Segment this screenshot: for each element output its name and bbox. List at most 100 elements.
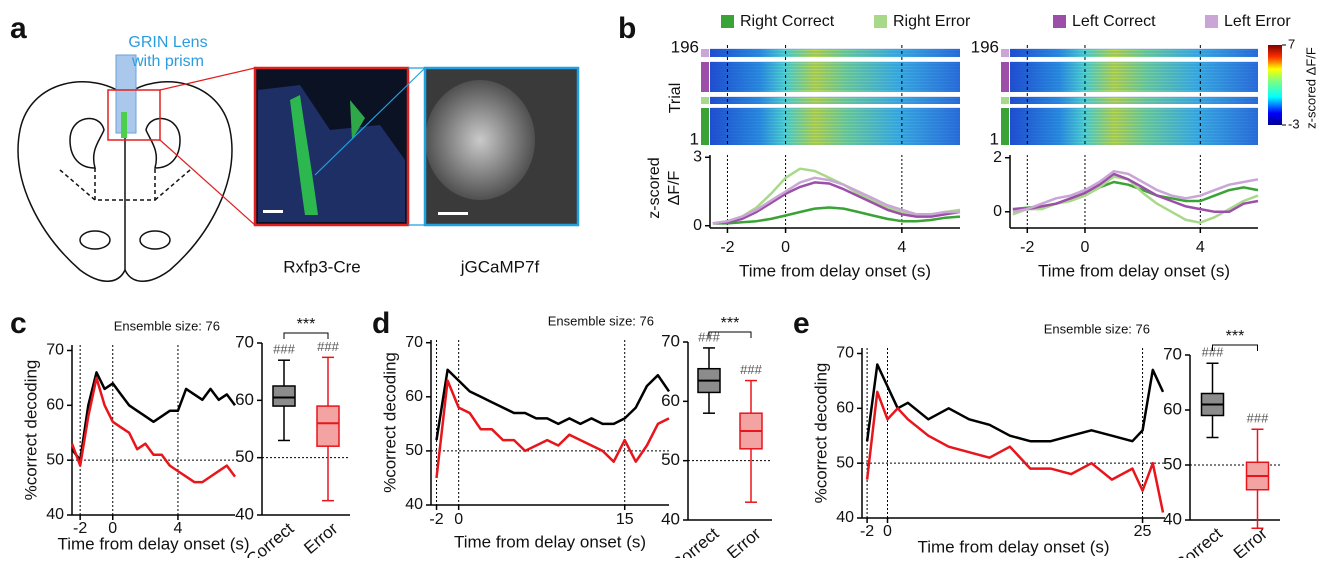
significance: ***: [297, 316, 316, 333]
annotation: Ensemble size: 76: [548, 313, 654, 328]
y-tick-label: 60: [661, 391, 680, 410]
y-tick-label: 60: [46, 397, 64, 414]
significance: ***: [721, 315, 740, 332]
y-axis-label: Trial: [667, 83, 684, 114]
x-tick-label: Correct: [1171, 524, 1226, 558]
colorbar-label: z-scored ΔF/F: [1303, 47, 1318, 129]
heatmap-block: [1010, 62, 1258, 92]
series-line: [435, 379, 670, 479]
y-tick-label: 40: [836, 509, 854, 526]
y-tick-label: 0: [693, 217, 702, 234]
x-tick-label: 4: [173, 520, 182, 537]
heatmap-block: [1010, 49, 1258, 57]
y-tick-label: 50: [46, 451, 64, 468]
box: [272, 385, 296, 407]
group-color-bar: [1001, 97, 1009, 104]
y-axis-label: %correct decoding: [380, 352, 399, 493]
x-axis-label: Time from delay onset (s): [1038, 261, 1230, 280]
x-tick-label: 0: [108, 520, 117, 537]
lens-label: GRIN Lens: [128, 34, 207, 51]
y-tick-label: 40: [661, 509, 680, 528]
annotation: ###: [1202, 345, 1224, 360]
y-tick-label: 50: [661, 450, 680, 469]
heatmap-block: [1010, 108, 1258, 145]
panel-label: e: [793, 307, 810, 340]
y-axis-label: z-scored: [646, 157, 663, 218]
heatmap-block: [710, 108, 960, 145]
y-tick-label: 60: [235, 390, 254, 409]
y-tick-label: 50: [405, 442, 423, 459]
expression-site: [121, 112, 127, 138]
image-label: Rxfp3-Cre: [283, 257, 360, 276]
y-tick-label: 40: [1163, 509, 1182, 528]
x-tick-label: 25: [1134, 523, 1152, 540]
x-tick-label: 4: [897, 239, 906, 256]
series-line: [1012, 172, 1259, 214]
inset-box: [107, 89, 161, 141]
heatmap-block: [710, 62, 960, 92]
y-axis-label: %correct decoding: [811, 363, 830, 504]
y-tick-label: 50: [235, 447, 254, 466]
image-label: jGCaMP7f: [460, 257, 540, 276]
group-color-bar: [701, 49, 709, 57]
y-tick-label: 50: [1163, 454, 1182, 473]
legend-swatch: [874, 15, 887, 28]
y-tick-label: 196: [971, 37, 999, 56]
x-tick-label: 0: [454, 511, 463, 528]
y-tick-label: 0: [993, 203, 1002, 220]
legend-label: Left Error: [1224, 13, 1291, 30]
x-tick-label: Correct: [668, 524, 723, 558]
annotation: ###: [1247, 411, 1269, 426]
group-color-bar: [701, 62, 709, 92]
x-tick-label: 15: [616, 511, 634, 528]
series-line: [865, 363, 1165, 443]
lens-label: with prism: [131, 53, 204, 70]
x-tick-label: -2: [73, 520, 87, 537]
x-tick-label: 0: [883, 523, 892, 540]
x-tick-label: Correct: [243, 519, 298, 558]
y-axis-label: ΔF/F: [666, 170, 683, 205]
x-tick-label: Error: [300, 519, 341, 558]
significance: ***: [1226, 328, 1245, 345]
y-tick-label: 3: [693, 149, 702, 166]
y-tick-label: 1: [990, 129, 999, 148]
panel-label: a: [10, 12, 27, 45]
y-tick-label: 50: [836, 454, 854, 471]
legend-swatch: [1205, 15, 1218, 28]
y-tick-label: 70: [235, 332, 254, 351]
annotation: Ensemble size: 76: [1044, 321, 1150, 336]
series-line: [712, 206, 961, 225]
significance-bracket: [283, 332, 329, 339]
legend-label: Left Correct: [1072, 13, 1156, 30]
group-color-bar: [1001, 49, 1009, 57]
group-color-bar: [1001, 62, 1009, 92]
x-tick-label: 0: [1081, 239, 1090, 256]
legend-label: Right Correct: [740, 13, 835, 30]
colorbar-tick-label: 7: [1288, 36, 1295, 51]
y-axis-label: %correct decoding: [21, 360, 40, 501]
x-tick-label: Error: [1230, 524, 1271, 558]
series-line: [1012, 169, 1259, 214]
x-axis-label: Time from delay onset (s): [917, 537, 1109, 556]
y-tick-label: 60: [836, 400, 854, 417]
box: [316, 405, 340, 447]
heatmap-block: [710, 97, 960, 104]
y-tick-label: 1: [690, 129, 699, 148]
y-tick-label: 40: [46, 506, 64, 523]
annotation: ###: [317, 339, 339, 354]
panel-label: d: [372, 307, 390, 340]
legend-label: Right Error: [893, 13, 971, 30]
x-tick-label: 0: [781, 239, 790, 256]
y-tick-label: 40: [405, 496, 423, 513]
significance-bracket: [1212, 344, 1258, 351]
x-tick-label: -2: [720, 239, 734, 256]
group-color-bar: [1001, 108, 1009, 145]
heatmap-block: [710, 49, 960, 57]
y-tick-label: 40: [235, 504, 254, 523]
y-tick-label: 60: [405, 388, 423, 405]
y-tick-label: 196: [671, 37, 699, 56]
y-tick-label: 60: [1163, 399, 1182, 418]
panel-label: c: [10, 307, 27, 340]
y-tick-label: 70: [46, 342, 64, 359]
y-tick-label: 2: [993, 149, 1002, 166]
